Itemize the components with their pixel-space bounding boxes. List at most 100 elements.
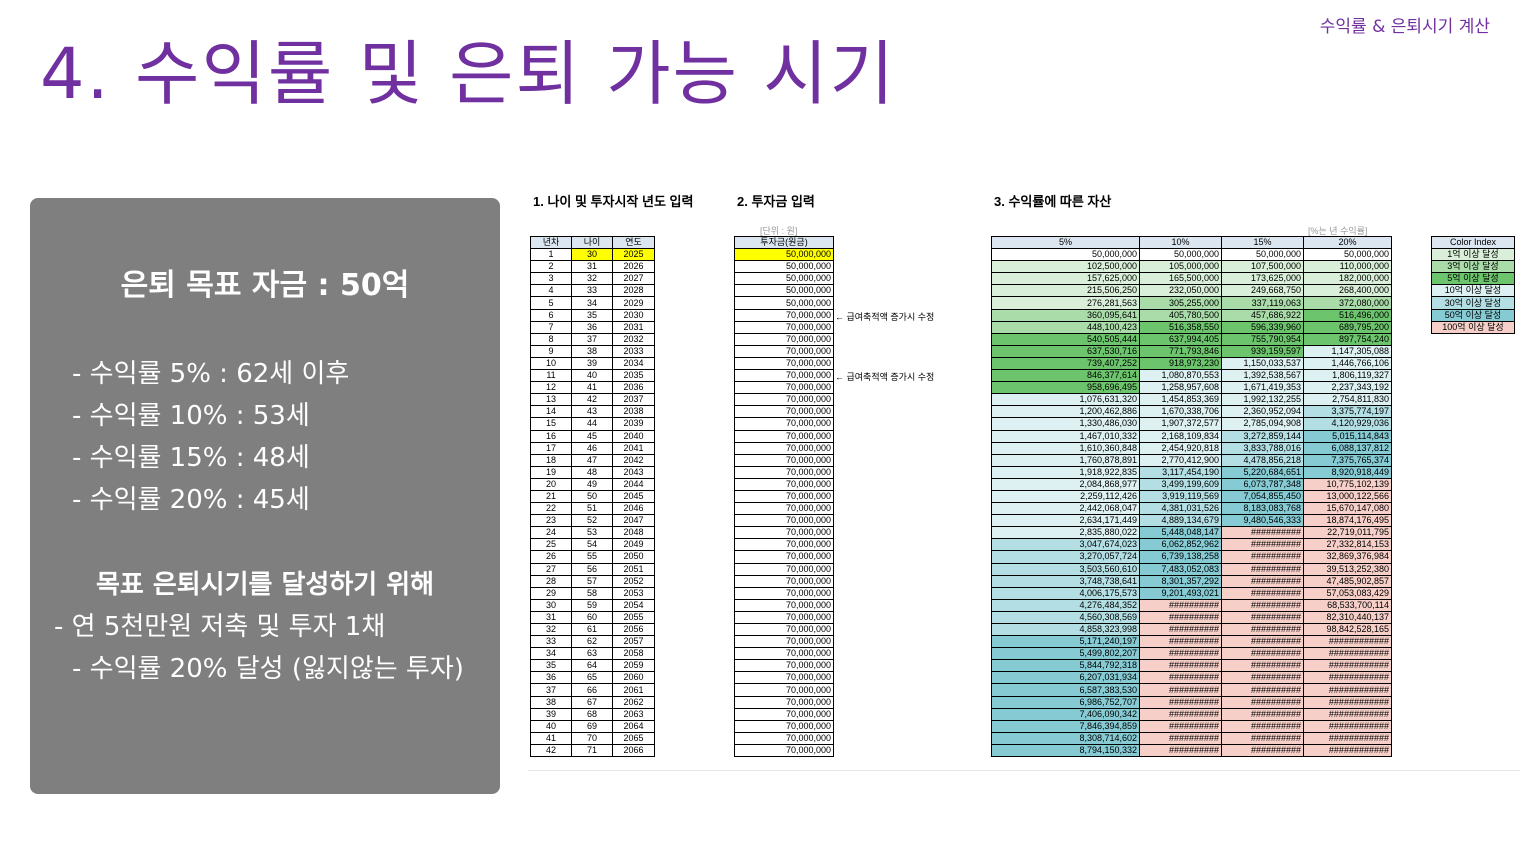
year-count-cell: 38	[530, 695, 572, 709]
asset-cell-20: 7,375,765,374	[1303, 453, 1392, 467]
asset-cell-15: 939,159,597	[1221, 344, 1304, 358]
asset-cell-10: 918,973,230	[1139, 356, 1222, 371]
asset-cell-15: ##########	[1221, 683, 1304, 697]
table-row: 70,000,000	[734, 514, 834, 528]
asset-cell-10: ##########	[1139, 610, 1222, 625]
table-row: 276,281,563 305,255,000 337,119,063 372,080…	[991, 296, 1392, 310]
table-row: 18 47 2042	[530, 453, 655, 467]
investment-cell: 70,000,000	[734, 707, 834, 721]
table-row: 20 49 2044	[530, 477, 655, 491]
year-count-cell: 26	[530, 550, 572, 564]
table-row: 5,499,802,207 ########## ########## #######…	[991, 647, 1392, 661]
year-cell[interactable]: 2025	[612, 248, 655, 262]
asset-cell-10: ##########	[1139, 719, 1222, 733]
table-row: 32 61 2056	[530, 622, 655, 637]
table-row: 70,000,000	[734, 538, 834, 552]
year-cell: 2026	[612, 260, 655, 274]
investment-cell: 70,000,000	[734, 671, 834, 685]
investment-cell: 70,000,000	[734, 441, 834, 455]
salary-note: ← 급여축적액 증가시 수정	[835, 311, 935, 322]
table-row: 12 41 2036	[530, 381, 655, 395]
table-row: 70,000,000	[734, 707, 834, 721]
color-legend: Color Index 1억 이상 달성 3억 이상 달성 5억 이상 달성 10억 …	[1431, 235, 1515, 334]
table-row: 33 62 2057	[530, 635, 655, 649]
asset-cell-5: 6,207,031,934	[991, 671, 1140, 685]
asset-cell-20: 32,869,376,984	[1303, 550, 1392, 564]
legend-item: 100억 이상 달성	[1431, 320, 1515, 334]
table-row: 70,000,000	[734, 393, 834, 407]
age-cell: 42	[571, 393, 613, 407]
asset-cell-10: 7,483,052,083	[1139, 562, 1222, 576]
investment-cell: 70,000,000	[734, 659, 834, 673]
asset-cell-15: 3,833,788,016	[1221, 441, 1304, 455]
asset-cell-20: 68,533,700,114	[1303, 598, 1392, 612]
table-row: 8 37 2032	[530, 332, 655, 346]
table-row: 70,000,000	[734, 526, 834, 540]
asset-cell-20: 689,795,200	[1303, 320, 1392, 334]
asset-cell-5: 50,000,000	[991, 248, 1140, 262]
year-cell: 2042	[612, 453, 655, 467]
table-row: 7,406,090,342 ########## ########## #######…	[991, 707, 1392, 721]
table-row: 1,918,922,835 3,117,454,190 5,220,684,651 8…	[991, 465, 1392, 479]
asset-cell-10: 1,670,338,706	[1139, 405, 1222, 419]
year-count-cell: 4	[530, 284, 572, 298]
table-row: 448,100,423 516,358,550 596,339,960 689,795…	[991, 320, 1392, 334]
table-row: 19 48 2043	[530, 465, 655, 479]
header-year: 연도	[612, 235, 655, 250]
investment-cell: 70,000,000	[734, 743, 834, 758]
table-row: 4,560,308,569 ########## ########## 82,310,…	[991, 610, 1392, 625]
table-row: 24 53 2048	[530, 526, 655, 540]
asset-cell-10: 9,201,493,021	[1139, 586, 1222, 600]
year-count-cell: 32	[530, 622, 572, 637]
year-cell: 2052	[612, 574, 655, 588]
age-cell[interactable]: 30	[571, 248, 613, 262]
asset-cell-20: ############	[1303, 683, 1392, 697]
table-row: 70,000,000	[734, 489, 834, 504]
table-row: 8,308,714,602 ########## ########## #######…	[991, 731, 1392, 745]
investment-cell: 70,000,000	[734, 635, 834, 649]
asset-cell-20: 3,375,774,197	[1303, 405, 1392, 419]
legend-row: 1억 이상 달성	[1431, 248, 1515, 262]
table-row: 70,000,000	[734, 405, 834, 419]
asset-cell-10: 3,499,199,609	[1139, 477, 1222, 491]
table-row: 30 59 2054	[530, 598, 655, 612]
asset-cell-10: 4,381,031,526	[1139, 502, 1222, 516]
age-cell: 68	[571, 707, 613, 721]
year-cell: 2036	[612, 381, 655, 395]
asset-cell-10: ##########	[1139, 683, 1222, 697]
unit-label: [단위 : 원]	[760, 226, 798, 236]
table-row: 637,530,716 771,793,846 939,159,597 1,147,3…	[991, 344, 1392, 358]
age-cell: 61	[571, 622, 613, 637]
asset-cell-20: ############	[1303, 659, 1392, 673]
table-row: 70,000,000	[734, 550, 834, 564]
investment-cell: 70,000,000	[734, 332, 834, 346]
asset-cell-10: ##########	[1139, 743, 1222, 758]
asset-cell-10: 771,793,846	[1139, 344, 1222, 358]
section-label: 수익률 & 은퇴시기 계산	[1319, 17, 1490, 37]
table-row: 4 33 2028	[530, 284, 655, 298]
year-cell: 2030	[612, 308, 655, 322]
table-row: 958,696,495 1,258,957,608 1,671,419,353 2,2…	[991, 381, 1392, 395]
age-cell: 33	[571, 284, 613, 298]
investment-cell[interactable]: 50,000,000	[734, 248, 834, 262]
asset-cell-15: 1,992,132,255	[1221, 393, 1304, 407]
table-row: 2,634,171,449 4,889,134,679 9,480,546,333 1…	[991, 514, 1392, 528]
year-cell: 2053	[612, 586, 655, 600]
year-count-cell: 5	[530, 296, 572, 310]
asset-cell-5: 637,530,716	[991, 344, 1140, 358]
table-row: 70,000,000	[734, 647, 834, 661]
asset-cell-15: ##########	[1221, 671, 1304, 685]
asset-cell-15: ##########	[1221, 586, 1304, 600]
asset-cell-15: 249,668,750	[1221, 284, 1304, 298]
asset-cell-5: 276,281,563	[991, 296, 1140, 310]
asset-cell-5: 1,330,486,030	[991, 417, 1140, 431]
asset-cell-20: 1,147,305,088	[1303, 344, 1392, 358]
age-cell: 52	[571, 514, 613, 528]
investment-cell: 70,000,000	[734, 586, 834, 600]
asset-cell-5: 1,610,360,848	[991, 441, 1140, 455]
age-cell: 69	[571, 719, 613, 733]
asset-cell-20: 10,775,102,139	[1303, 477, 1392, 491]
year-count-cell: 40	[530, 719, 572, 733]
year-cell: 2063	[612, 707, 655, 721]
year-count-cell: 2	[530, 260, 572, 274]
